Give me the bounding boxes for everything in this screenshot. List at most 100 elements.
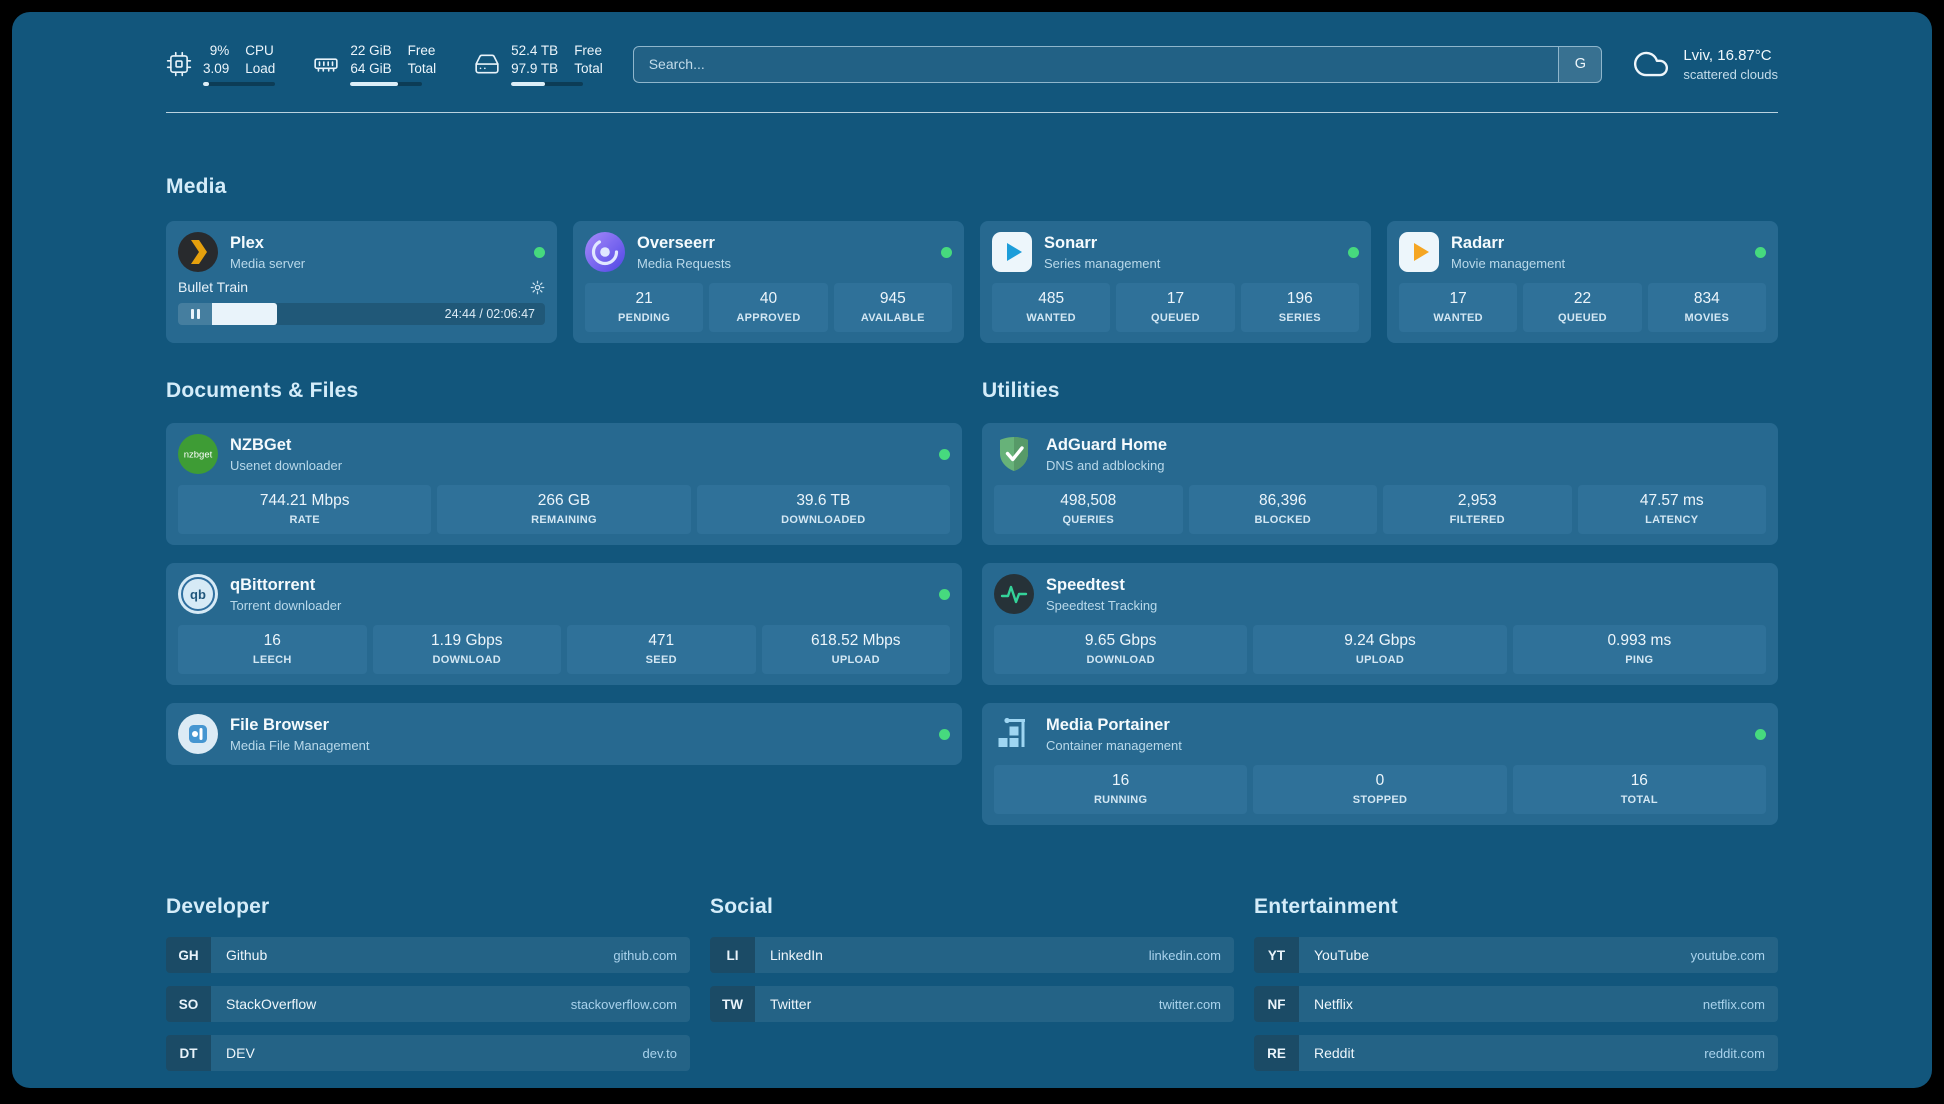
stat-value: 40	[759, 290, 778, 307]
link-reddit[interactable]: RE Reddit reddit.com	[1254, 1035, 1778, 1071]
section-developer: Developer GH Github github.com SO StackO…	[166, 895, 690, 1084]
app-name: Overseerr	[637, 233, 715, 252]
app-subtitle: Media Requests	[637, 255, 731, 271]
stat-tile: 16 LEECH	[178, 625, 367, 674]
link-url: linkedin.com	[1148, 947, 1221, 963]
stat-tile: 1.19 Gbps DOWNLOAD	[372, 625, 561, 674]
weather-condition: scattered clouds	[1683, 66, 1778, 82]
stat-value: 0	[1375, 772, 1385, 789]
link-netflix[interactable]: NF Netflix netflix.com	[1254, 986, 1778, 1022]
app-name: Radarr	[1451, 233, 1505, 252]
weather-widget: Lviv, 16.87°C scattered clouds	[1632, 45, 1778, 83]
gear-icon[interactable]	[530, 280, 545, 295]
stat-label: AVAILABLE	[860, 312, 925, 324]
app-card-plex[interactable]: Plex Media server Bullet Train	[166, 221, 557, 343]
plex-icon	[178, 232, 218, 272]
stat-tile: 9.24 Gbps UPLOAD	[1253, 625, 1507, 674]
stat-value: 21	[635, 290, 653, 307]
app-card-overseerr[interactable]: Overseerr Media Requests 21 PENDING 40 A…	[573, 221, 964, 343]
playback-progress-bar[interactable]: 24:44 / 02:06:47	[212, 303, 545, 325]
qbittorrent-icon: qb	[178, 574, 218, 614]
stat-value: 39.6 TB	[796, 492, 851, 509]
link-name: Reddit	[1314, 1045, 1355, 1061]
stat-label: DOWNLOAD	[432, 654, 501, 666]
stat-value: 22	[1573, 290, 1592, 307]
link-linkedin[interactable]: LI LinkedIn linkedin.com	[710, 937, 1234, 973]
stat-label: LATENCY	[1645, 514, 1699, 526]
cpu-widget: 9% 3.09 CPU Load	[166, 42, 276, 87]
link-abbr: NF	[1254, 986, 1299, 1022]
app-card-speedtest[interactable]: Speedtest Speedtest Tracking 9.65 Gbps D…	[982, 563, 1778, 685]
app-card-radarr[interactable]: Radarr Movie management 17 WANTED 22 QUE…	[1387, 221, 1778, 343]
disk-usage-bar	[511, 82, 584, 87]
link-abbr: GH	[166, 937, 211, 973]
cpu-label2: Load	[245, 60, 276, 76]
stat-tile: 2,953 FILTERED	[1383, 485, 1572, 534]
stat-tile: 16 RUNNING	[994, 765, 1248, 814]
stat-label: UPLOAD	[1355, 654, 1405, 666]
adguard-icon	[994, 434, 1034, 474]
app-card-nzbget[interactable]: nzbget NZBGet Usenet downloader 744.21 M…	[166, 423, 962, 545]
ram-icon	[313, 51, 339, 77]
stat-label: RATE	[289, 514, 320, 526]
app-card-portainer[interactable]: Media Portainer Container management 16 …	[982, 703, 1778, 825]
ram-total: 64 GiB	[350, 60, 392, 76]
link-dev[interactable]: DT DEV dev.to	[166, 1035, 690, 1071]
status-dot	[1755, 246, 1766, 258]
svg-text:qb: qb	[190, 587, 206, 602]
link-abbr: RE	[1254, 1035, 1299, 1071]
stat-tile: 86,396 BLOCKED	[1188, 485, 1377, 534]
link-abbr: SO	[166, 986, 211, 1022]
link-github[interactable]: GH Github github.com	[166, 937, 690, 973]
section-title-social: Social	[710, 895, 774, 918]
stat-value: 834	[1693, 290, 1720, 307]
link-twitter[interactable]: TW Twitter twitter.com	[710, 986, 1234, 1022]
stat-value: 744.21 Mbps	[259, 492, 350, 509]
stat-tile: 618.52 Mbps UPLOAD	[761, 625, 950, 674]
stat-tile: 485 WANTED	[992, 283, 1111, 332]
portainer-icon	[994, 714, 1034, 754]
link-url: stackoverflow.com	[570, 996, 677, 1012]
stat-label: STOPPED	[1352, 794, 1408, 806]
pause-button[interactable]	[178, 303, 212, 325]
app-subtitle: Speedtest Tracking	[1046, 597, 1158, 613]
search-engine-button[interactable]: G	[1558, 46, 1602, 82]
app-subtitle: Container management	[1046, 737, 1182, 753]
stat-label: DOWNLOAD	[1086, 654, 1155, 666]
stat-tile: 196 SERIES	[1240, 283, 1359, 332]
link-youtube[interactable]: YT YouTube youtube.com	[1254, 937, 1778, 973]
search-bar[interactable]: G	[632, 45, 1603, 83]
app-card-adguard[interactable]: AdGuard Home DNS and adblocking 498,508 …	[982, 423, 1778, 545]
cpu-load: 3.09	[203, 60, 230, 76]
search-input[interactable]	[633, 46, 1559, 82]
link-stackoverflow[interactable]: SO StackOverflow stackoverflow.com	[166, 986, 690, 1022]
stat-value: 47.57 ms	[1639, 492, 1704, 509]
link-name: Netflix	[1314, 996, 1353, 1012]
stat-tile: 471 SEED	[567, 625, 756, 674]
link-name: YouTube	[1314, 947, 1370, 963]
stat-label: RUNNING	[1093, 794, 1148, 806]
topbar-divider	[166, 112, 1778, 113]
stat-tile: 0.993 ms PING	[1512, 625, 1766, 674]
stat-label: QUEUED	[1151, 312, 1200, 324]
stat-tile: 17 WANTED	[1399, 283, 1518, 332]
status-dot	[941, 246, 952, 258]
app-card-sonarr[interactable]: Sonarr Series management 485 WANTED 17 Q…	[980, 221, 1371, 343]
stat-value: 9.65 Gbps	[1084, 632, 1157, 649]
app-name: Speedtest	[1046, 575, 1125, 594]
playback-time: 24:44 / 02:06:47	[444, 307, 535, 321]
app-card-qbittorrent[interactable]: qb qBittorrent Torrent downloader 16	[166, 563, 962, 685]
link-abbr: DT	[166, 1035, 211, 1071]
section-entertainment: Entertainment YT YouTube youtube.com NF …	[1254, 895, 1778, 1084]
stat-tile: 9.65 Gbps DOWNLOAD	[994, 625, 1248, 674]
ram-label: Free	[407, 42, 436, 58]
cpu-percent: 9%	[209, 42, 230, 58]
stat-value: 17	[1166, 290, 1185, 307]
stat-tile: 744.21 Mbps RATE	[178, 485, 432, 534]
app-card-filebrowser[interactable]: File Browser Media File Management	[166, 703, 962, 765]
cpu-chip-icon	[166, 51, 192, 77]
stat-tile: 17 QUEUED	[1116, 283, 1235, 332]
app-name: Sonarr	[1044, 233, 1098, 252]
section-utilities: Utilities	[982, 379, 1778, 825]
stat-label: APPROVED	[736, 312, 801, 324]
